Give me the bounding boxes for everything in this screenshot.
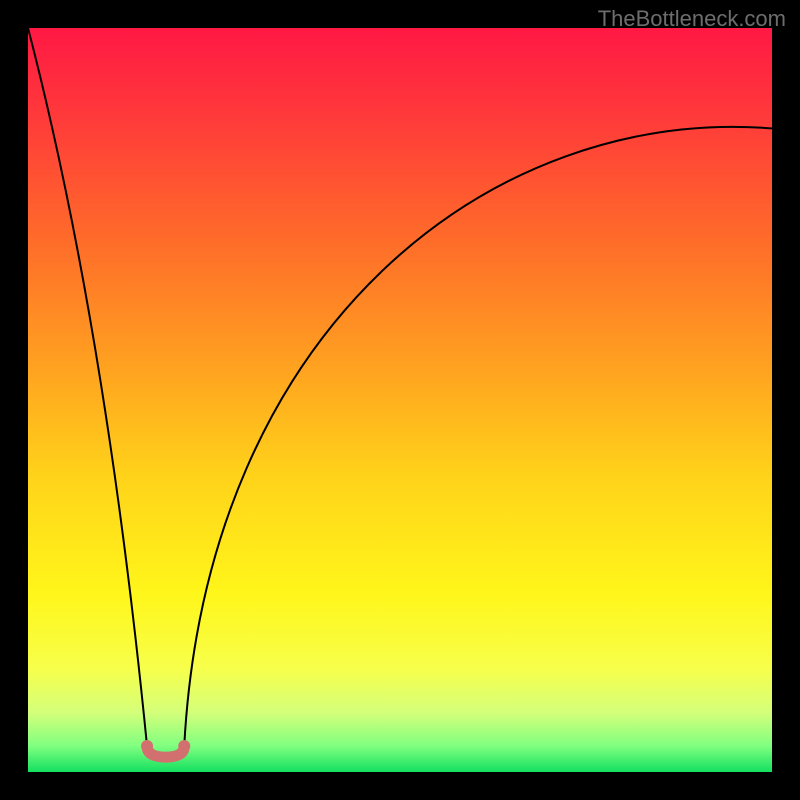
gradient-background: [28, 28, 772, 772]
bottleneck-chart: [0, 0, 800, 800]
optimal-marker-dot-left: [141, 740, 153, 752]
optimal-marker-dot-right: [178, 740, 190, 752]
watermark-text: TheBottleneck.com: [598, 6, 786, 32]
chart-outer-frame: TheBottleneck.com: [0, 0, 800, 800]
